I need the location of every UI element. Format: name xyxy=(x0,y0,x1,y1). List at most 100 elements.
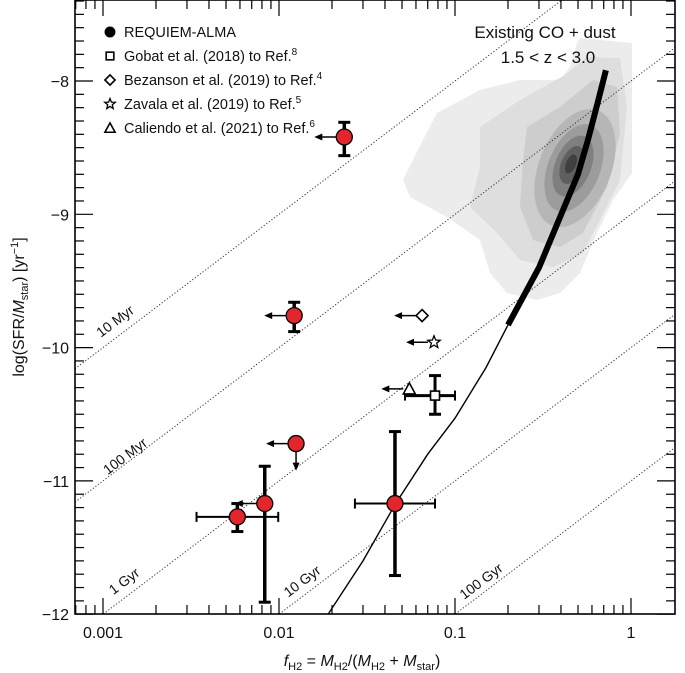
star-marker xyxy=(426,334,442,349)
ylabel-m: M xyxy=(11,300,28,314)
legend-text: Caliendo et al. (2021) to Ref.6 xyxy=(124,119,315,137)
xlabel-sub: H2 xyxy=(288,661,302,673)
legend: REQUIEM-ALMA Gobat et al. (2018) to Ref.8… xyxy=(102,25,323,137)
legend-label: Caliendo et al. (2021) to Ref. xyxy=(124,121,309,137)
legend-ref-superscript: 8 xyxy=(292,47,298,58)
requiem-marker xyxy=(104,26,116,38)
arrow-head xyxy=(314,133,323,141)
legend-entry: Gobat et al. (2018) to Ref.8 xyxy=(105,47,298,65)
data-points xyxy=(195,120,456,604)
ylabel-end: ] xyxy=(11,237,28,241)
requiem-marker xyxy=(335,128,353,146)
square-marker xyxy=(105,51,115,61)
ylabel-sup: −1 xyxy=(9,242,21,255)
diamond-marker xyxy=(103,73,117,87)
xlabel-m: M xyxy=(320,653,334,670)
requiem-marker xyxy=(228,508,247,526)
legend-entry: REQUIEM-ALMA xyxy=(104,25,236,41)
requiem-point xyxy=(266,434,305,471)
y-tick-label: −11 xyxy=(43,474,69,491)
legend-ref-superscript: 5 xyxy=(296,95,302,106)
legend-text: Gobat et al. (2018) to Ref.8 xyxy=(124,47,298,65)
density-level-8 xyxy=(565,154,577,174)
legend-text: Zavala et al. (2019) to Ref.5 xyxy=(124,95,302,113)
arrow-head xyxy=(381,385,390,393)
depletion-line xyxy=(102,180,676,615)
annotation-line2: 1.5 < z < 3.0 xyxy=(501,48,596,67)
y-tick-label: −9 xyxy=(51,207,69,224)
requiem-point xyxy=(195,502,280,534)
requiem-marker xyxy=(285,306,303,325)
model-curve-thin xyxy=(327,324,509,614)
xlabel-sub: H2 xyxy=(334,661,348,673)
y-axis-title: log(SFR/Mstar) [yr−1] xyxy=(9,237,31,376)
xlabel-eq: = xyxy=(302,653,320,670)
requiem-point xyxy=(264,300,303,334)
depletion-line-label: 10 Gyr xyxy=(280,562,323,600)
density-contours-co-dust xyxy=(403,38,632,300)
axes: 0.001 0.01 0.1 1 −8 −9 −10 −11 −12 xyxy=(42,0,676,642)
x-tick-label: 0.01 xyxy=(263,625,294,642)
requiem-marker xyxy=(386,494,404,513)
xlabel-m: M xyxy=(358,653,372,670)
requiem-marker xyxy=(256,494,274,513)
xlabel-m: M xyxy=(403,653,417,670)
requiem-point xyxy=(314,120,353,158)
depletion-line xyxy=(74,0,563,370)
xlabel-plus: + xyxy=(385,653,403,670)
annotation-line1: Existing CO + dust xyxy=(474,23,616,42)
y-tick-label: −10 xyxy=(42,341,69,358)
xlabel-sub: H2 xyxy=(371,661,385,673)
literature-point xyxy=(406,334,442,349)
requiem-point xyxy=(234,464,274,604)
depletion-line-label: 10 Myr xyxy=(93,302,137,341)
xlabel-end: ) xyxy=(435,653,440,670)
legend-entry: Caliendo et al. (2021) to Ref.6 xyxy=(103,119,315,137)
legend-entry: Bezanson et al. (2019) to Ref.4 xyxy=(103,71,323,89)
depletion-line xyxy=(278,313,676,615)
legend-ref-superscript: 6 xyxy=(309,119,315,130)
diamond-marker xyxy=(414,308,430,323)
model-curve xyxy=(327,69,609,614)
y-tick-label: −8 xyxy=(51,74,69,91)
legend-label: Gobat et al. (2018) to Ref. xyxy=(124,49,292,65)
x-tick-label: 0.1 xyxy=(444,625,466,642)
legend-label: Zavala et al. (2019) to Ref. xyxy=(124,97,296,113)
y-tick-label: −12 xyxy=(42,607,69,624)
triangle-marker xyxy=(401,381,417,395)
depletion-line xyxy=(454,447,676,615)
plot-frame xyxy=(74,0,676,615)
xlabel-f: f xyxy=(284,653,290,670)
arrow-head xyxy=(292,462,300,471)
legend-text: REQUIEM-ALMA xyxy=(124,25,236,41)
arrow-head xyxy=(266,440,275,448)
x-tick-label: 0.001 xyxy=(83,625,123,642)
x-axis-title: fH2 = MH2/(MH2 + Mstar) xyxy=(284,653,441,673)
depletion-line xyxy=(74,47,676,503)
legend-text: Bezanson et al. (2019) to Ref.4 xyxy=(124,71,323,89)
ylabel-sub: star xyxy=(19,282,31,301)
legend-ref-superscript: 4 xyxy=(317,71,323,82)
ylabel-post: ) [yr xyxy=(11,254,28,282)
legend-label: REQUIEM-ALMA xyxy=(124,25,236,41)
legend-entry: Zavala et al. (2019) to Ref.5 xyxy=(102,95,302,113)
annotation: Existing CO + dust 1.5 < z < 3.0 xyxy=(474,23,616,67)
literature-point xyxy=(381,381,417,395)
model-curve-thick xyxy=(505,69,609,327)
depletion-time-lines xyxy=(74,0,676,615)
arrow-head xyxy=(264,312,273,320)
xlabel-mid: /( xyxy=(348,653,358,670)
xlabel-sub: star xyxy=(417,661,436,673)
star-marker xyxy=(102,96,118,110)
arrow-head xyxy=(406,338,415,346)
requiem-marker xyxy=(287,434,305,453)
x-tick-label: 1 xyxy=(627,625,636,642)
requiem-point xyxy=(353,430,437,578)
arrow-head xyxy=(394,312,403,320)
square-marker xyxy=(429,390,441,401)
triangle-marker xyxy=(103,121,117,134)
literature-point xyxy=(404,374,456,416)
depletion-line-label: 100 Myr xyxy=(100,434,150,477)
ylabel-pre: log(SFR/ xyxy=(11,313,28,377)
